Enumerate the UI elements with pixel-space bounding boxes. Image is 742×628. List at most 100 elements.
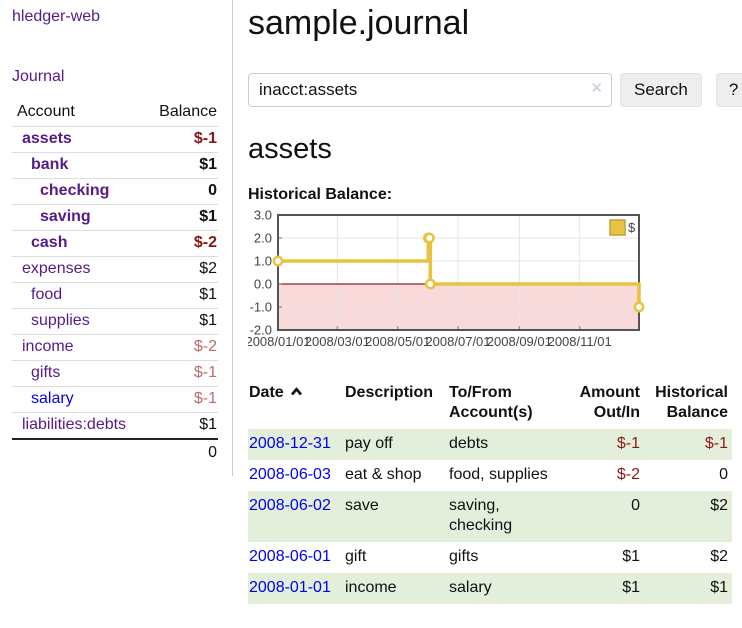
sidebar-account-row: assets $-1 [12,126,218,153]
register-description: income [345,579,397,596]
sidebar-account-row: cash $-2 [12,230,218,257]
register-balance: $-1 [704,435,728,452]
register-date-link[interactable]: 2008-12-31 [249,435,331,452]
account-link[interactable]: salary [31,390,74,407]
sidebar-account-row: food $1 [12,282,218,309]
svg-text:-2.0: -2.0 [250,323,272,338]
account-balance: $-1 [144,126,218,153]
clear-search-icon[interactable]: ✕ [590,80,603,97]
account-balance: $-1 [144,386,218,413]
register-accounts: salary [449,579,492,596]
svg-text:$: $ [628,220,636,235]
register-accounts: saving, checking [449,497,513,534]
svg-text:-1.0: -1.0 [250,300,272,315]
register-date-link[interactable]: 2008-06-01 [249,548,331,565]
register-date-link[interactable]: 2008-06-03 [249,466,331,483]
historical-balance-chart: 3.0 2.0 1.0 0.0 -1.0 -2.0 2008/01/01 2008/03/01… [245,208,742,357]
account-balance: $-1 [144,360,218,387]
sidebar-account-row: income $-2 [12,334,218,361]
nav-journal-link[interactable]: Journal [12,68,65,85]
register-header-accounts: To/From Account(s) [449,384,533,421]
account-balance: 0 [144,178,218,205]
register-row: 2008-01-01 income salary $1 $1 [248,573,732,604]
accounts-header-balance: Balance [144,100,218,127]
search-input[interactable] [248,73,612,107]
register-amount: $-1 [616,435,640,452]
accounts-total-value: 0 [144,438,218,466]
sidebar-account-row: supplies $1 [12,308,218,335]
sidebar-account-row: liabilities:debts $1 [12,412,218,440]
help-button[interactable]: ? [715,73,742,107]
svg-text:2008/07/01: 2008/07/01 [425,334,490,349]
register-table: Date Description To/From Account(s) Amou… [248,381,732,604]
register-row: 2008-06-02 save saving, checking 0 $2 [248,491,732,542]
account-link[interactable]: cash [31,234,68,251]
account-link[interactable]: liabilities:debts [22,416,127,433]
svg-text:2008/09/01: 2008/09/01 [487,334,552,349]
register-description: eat & shop [345,466,422,483]
svg-text:1.0: 1.0 [254,254,272,269]
search-box: ✕ [248,73,612,107]
register-balance: 0 [719,466,728,483]
account-link[interactable]: bank [31,156,69,173]
account-balance: $-2 [144,230,218,257]
account-link[interactable]: checking [40,182,110,199]
accounts-header-row: Account Balance [12,100,218,127]
register-accounts: debts [449,435,489,452]
svg-text:2.0: 2.0 [254,231,272,246]
register-row: 2008-06-01 gift gifts $1 $2 [248,542,732,573]
sidebar: hledger-web Journal Account Balance asse… [0,0,233,476]
account-heading: assets [248,133,332,165]
register-accounts: gifts [449,548,479,565]
svg-text:2008/03/01: 2008/03/01 [305,334,370,349]
account-link[interactable]: saving [40,208,91,225]
register-balance: $2 [710,497,728,514]
sidebar-account-row: salary $-1 [12,386,218,413]
svg-text:2008/11/01: 2008/11/01 [548,334,612,349]
account-balance: $1 [144,412,218,440]
account-link[interactable]: expenses [22,260,91,277]
account-link[interactable]: income [22,338,74,355]
register-description: pay off [345,435,393,452]
account-balance: $2 [144,256,218,283]
account-link[interactable]: food [31,286,63,303]
register-row: 2008-06-03 eat & shop food, supplies $-2 0 [248,460,732,491]
accounts-table: Account Balance assets $-1 bank $1 checking 0… [12,100,218,466]
accounts-header-account: Account [12,100,145,127]
account-balance: $1 [144,204,218,231]
sidebar-account-row: checking 0 [12,178,218,205]
brand-link[interactable]: hledger-web [12,8,101,25]
main-content: sample.journal ✕ Search ? assets Histori… [233,0,742,628]
svg-text:3.0: 3.0 [254,210,272,223]
account-balance: $1 [144,282,218,309]
register-accounts: food, supplies [449,466,548,483]
register-header-balance: Historical Balance [655,384,728,421]
sidebar-account-row: bank $1 [12,152,218,179]
register-amount: 0 [631,497,640,514]
register-description: save [345,497,379,514]
register-balance: $1 [710,579,728,596]
register-balance: $2 [710,548,728,565]
account-link[interactable]: assets [22,130,72,147]
sidebar-account-row: gifts $-1 [12,360,218,387]
accounts-total-row: 0 [12,438,218,466]
account-link[interactable]: supplies [31,312,90,329]
register-amount: $-2 [616,466,640,483]
search-form: ✕ Search ? [248,73,742,107]
register-amount: $1 [622,548,640,565]
search-button[interactable]: Search [620,73,702,107]
account-balance: $1 [144,152,218,179]
register-header-description: Description [345,384,434,401]
register-amount: $1 [622,579,640,596]
sidebar-account-row: expenses $2 [12,256,218,283]
register-date-link[interactable]: 2008-06-02 [249,497,331,514]
account-balance: $1 [144,308,218,335]
account-link[interactable]: gifts [31,364,61,381]
register-header-date[interactable]: Date [248,381,344,429]
chart-title: Historical Balance: [248,186,393,203]
chevron-up-icon [290,383,303,403]
register-row: 2008-12-31 pay off debts $-1 $-1 [248,429,732,460]
register-header-amount: Amount Out/In [579,384,640,421]
register-description: gift [345,548,367,565]
